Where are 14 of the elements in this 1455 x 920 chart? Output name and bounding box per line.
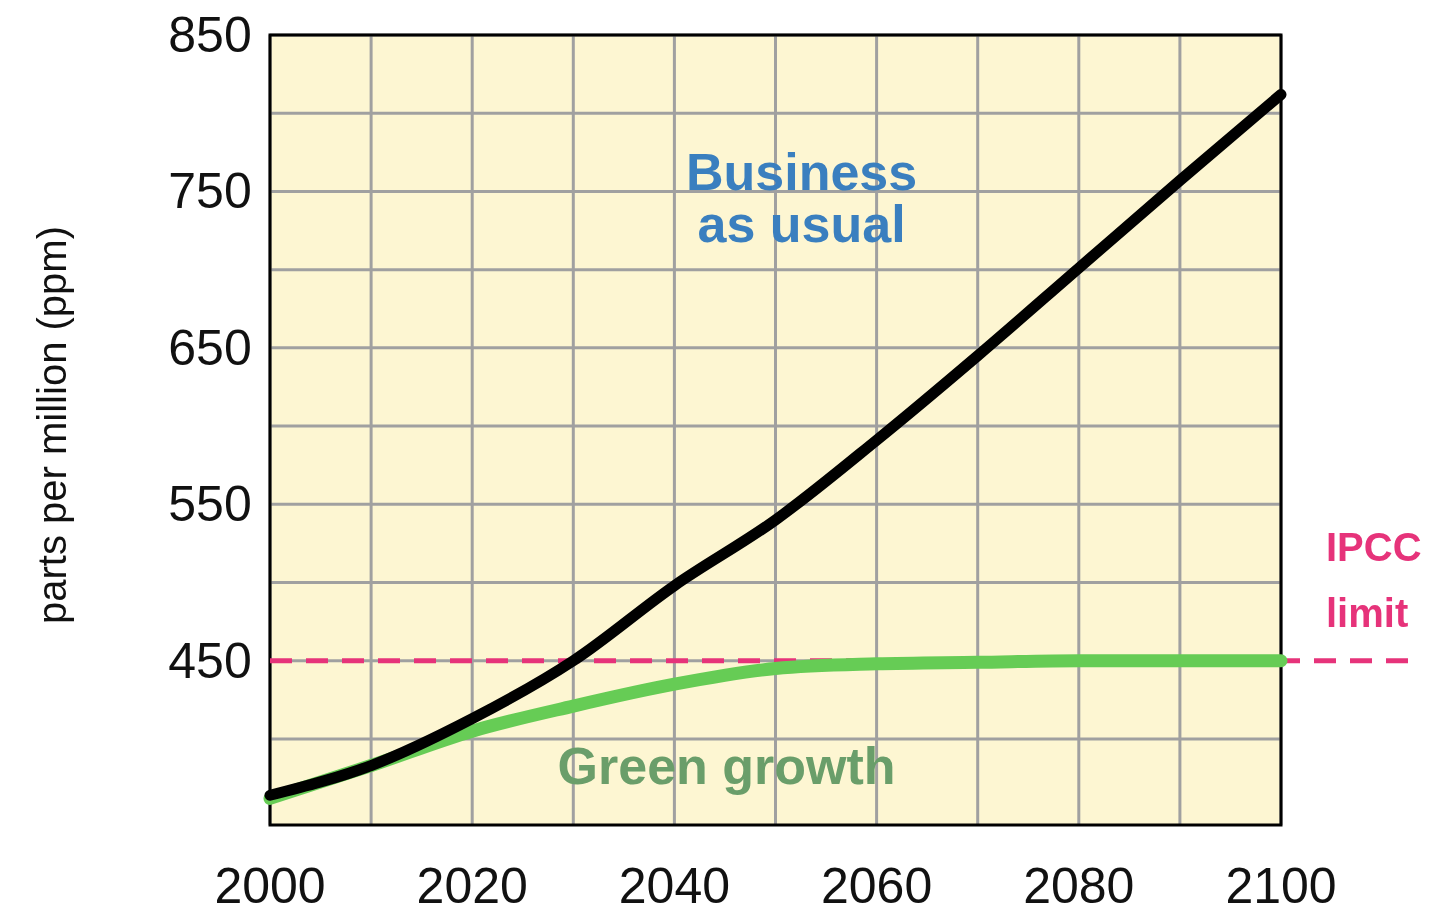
x-tick-label: 2000 [214,858,326,914]
y-axis-title: parts per million (ppm) [30,226,74,624]
x-tick-label: 2060 [820,858,933,914]
ref-line-label: IPCC limit [1326,524,1422,635]
y-tick-label: 650 [168,319,252,376]
text: Business as usual [685,143,918,254]
x-tick-label: 2080 [1023,858,1135,914]
y-tick-label: 750 [168,163,252,220]
y-tick-label: 850 [168,7,252,63]
x-tick-label: 2020 [416,858,528,914]
x-tick-label: 2100 [1225,858,1337,914]
y-tick-label: 450 [168,632,252,689]
x-tick-label: 2040 [618,858,731,914]
y-tick-label: 550 [168,476,252,533]
